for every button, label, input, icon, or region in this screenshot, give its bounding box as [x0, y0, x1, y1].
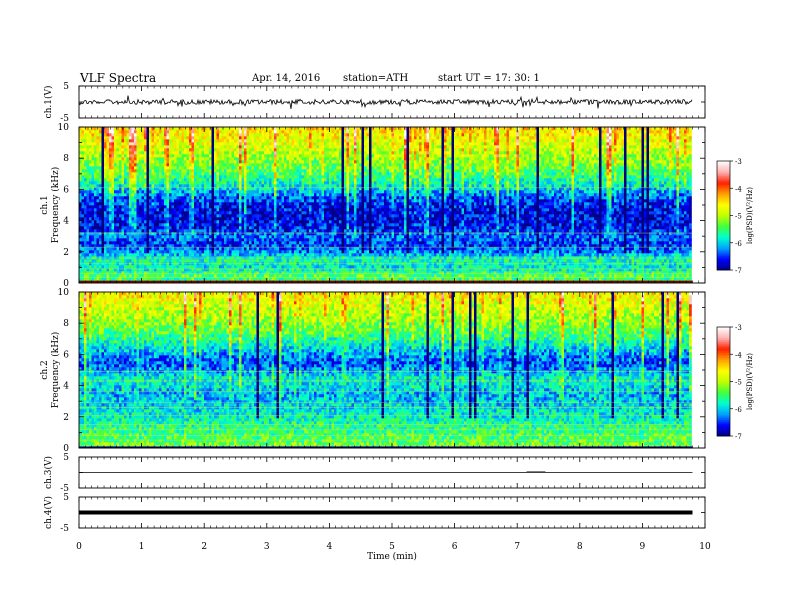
colorbar-tick-label: -6 [735, 406, 742, 414]
ytick-label: 10 [58, 123, 70, 133]
colorbar-tick-label: -6 [735, 240, 742, 248]
channel-label: ch.2 [40, 360, 50, 379]
ytick-label: -5 [60, 114, 69, 124]
xtick-label: 5 [389, 542, 395, 552]
x-axis-label: Time (min) [367, 551, 417, 562]
ytick-label: 2 [63, 248, 69, 258]
xtick-label: 9 [640, 542, 646, 552]
ytick-label: 5 [63, 453, 69, 463]
colorbar-tick-label: -5 [735, 379, 742, 387]
panel-frame [78, 85, 706, 119]
y-axis-label: Frequency (kHz) [50, 332, 61, 409]
panel-frame [78, 456, 706, 489]
colorbar-tick-label: -4 [735, 185, 742, 193]
colorbar-label: log(PSD)(V²/Hz) [746, 353, 754, 410]
date-label: Apr. 14, 2016 [252, 73, 320, 84]
xtick-label: 7 [514, 542, 520, 552]
ytick-label: -5 [60, 524, 69, 534]
ytick-label: 8 [63, 154, 69, 164]
ytick-label: 0 [63, 444, 69, 454]
xtick-label: 3 [264, 542, 270, 552]
y-axis-label: ch.1(V) [43, 86, 54, 119]
xtick-label: 2 [201, 542, 207, 552]
xtick-label: 0 [76, 542, 82, 552]
start-time-label: start UT = 17: 30: 1 [438, 73, 540, 84]
xtick-label: 8 [577, 542, 583, 552]
ytick-label: 5 [63, 82, 69, 92]
chart-title: VLF Spectra [80, 71, 156, 85]
waveform-ch4 [79, 510, 693, 515]
y-axis-label: ch.4(V) [43, 496, 54, 529]
ytick-label: 2 [63, 413, 69, 423]
ytick-label: 6 [63, 350, 69, 360]
ytick-label: 4 [63, 217, 69, 227]
panel-frame [78, 291, 706, 449]
ytick-label: 4 [63, 382, 69, 392]
panel-frame [78, 126, 706, 284]
y-axis-label: Frequency (kHz) [50, 167, 61, 244]
ytick-label: 6 [63, 185, 69, 195]
channel-label: ch.1 [40, 195, 50, 214]
colorbar-tick-label: -3 [735, 324, 742, 332]
colorbar-1 [717, 161, 730, 271]
ytick-label: 8 [63, 319, 69, 329]
ytick-label: 0 [63, 279, 69, 289]
colorbar-tick-label: -7 [735, 433, 742, 441]
waveform-ch1 [78, 95, 693, 110]
ytick-label: -5 [60, 484, 69, 494]
colorbar-tick-label: -4 [735, 351, 742, 359]
colorbar-tick-label: -3 [735, 158, 742, 166]
xtick-label: 1 [139, 542, 145, 552]
xtick-label: 10 [699, 542, 711, 552]
colorbar-tick-label: -5 [735, 213, 742, 221]
colorbar-2 [717, 327, 730, 437]
y-axis-label: ch.3(V) [43, 456, 54, 489]
spectrogram-ch1 [79, 127, 692, 284]
xtick-label: 4 [327, 542, 333, 552]
ytick-label: 10 [58, 288, 70, 298]
colorbar-label: log(PSD)(V²/Hz) [746, 187, 754, 244]
xtick-label: 6 [452, 542, 458, 552]
ytick-label: 5 [63, 493, 69, 503]
colorbar-tick-label: -7 [735, 267, 742, 275]
panel-frame [78, 496, 706, 529]
station-label: station=ATH [343, 73, 408, 84]
